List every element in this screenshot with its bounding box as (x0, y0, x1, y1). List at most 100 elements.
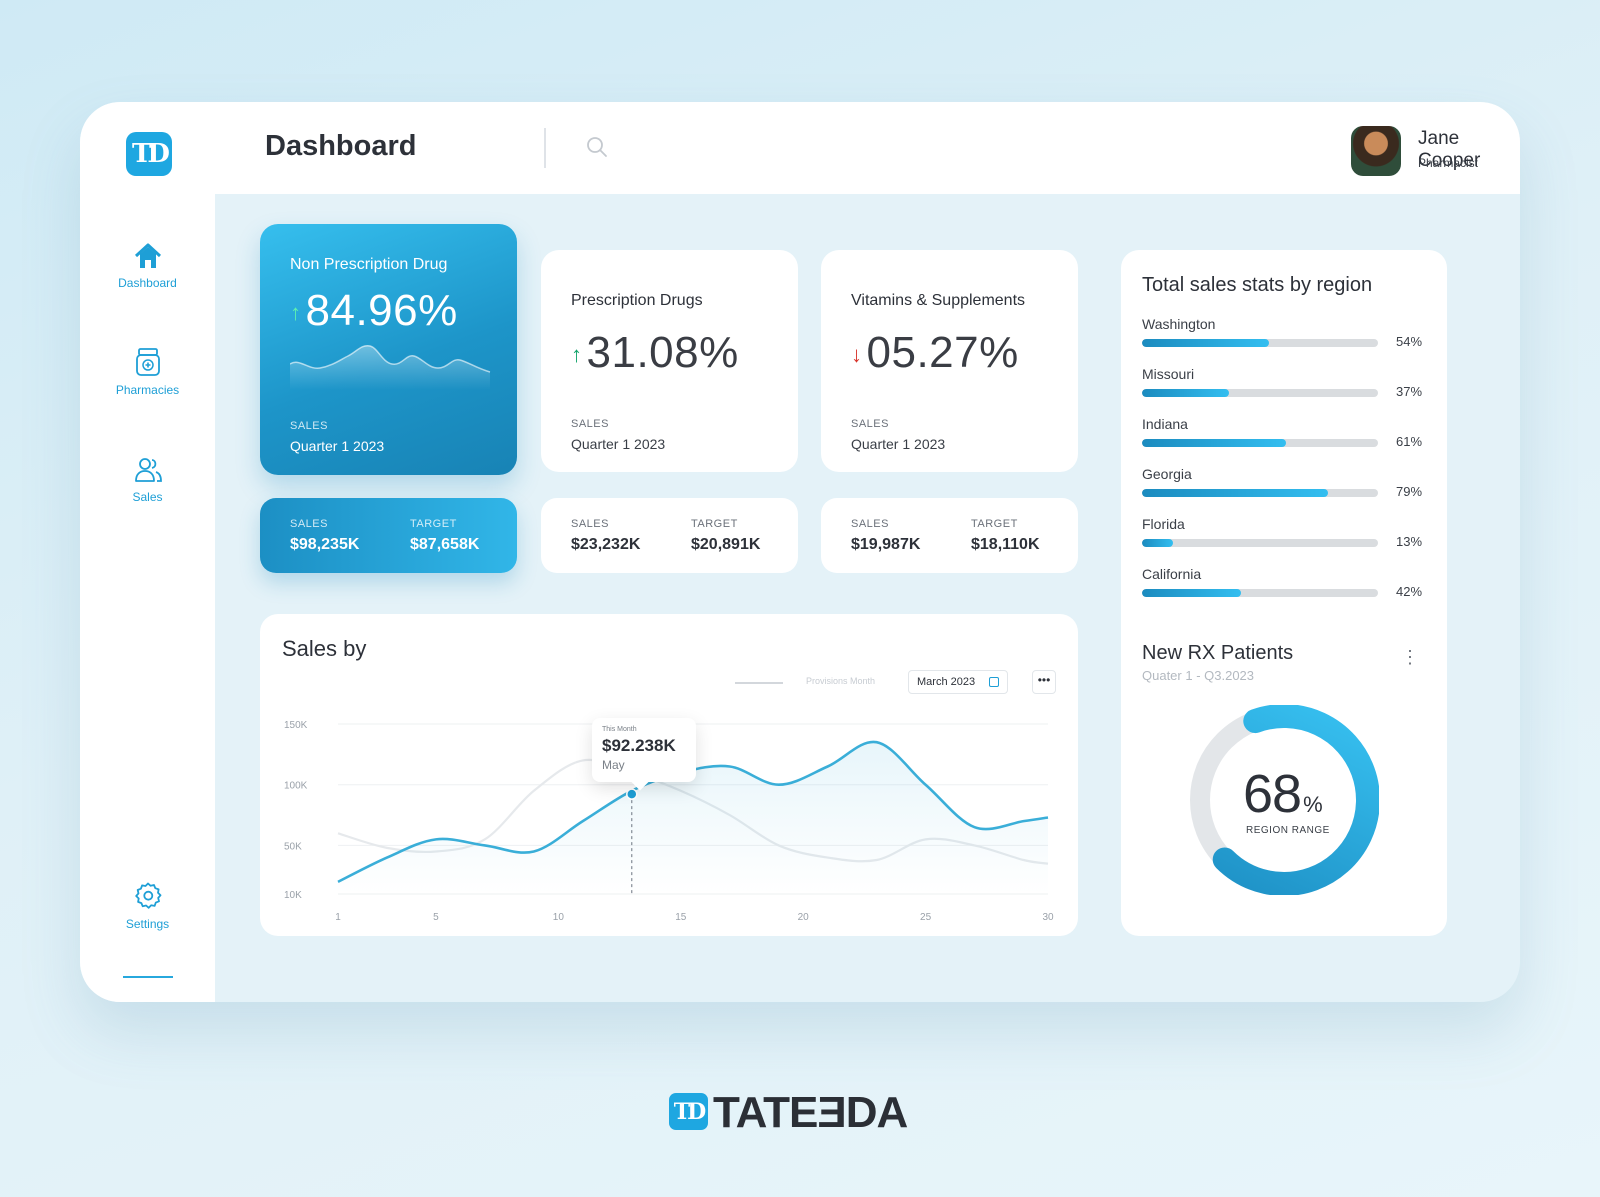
stat-period: Quarter 1 2023 (290, 438, 385, 454)
region-name: Washington (1142, 316, 1216, 332)
region-name: California (1142, 566, 1202, 582)
stat-label: SALES (851, 418, 889, 430)
stat-label: SALES (571, 418, 609, 430)
search-icon[interactable] (586, 136, 608, 158)
more-options-button[interactable]: ••• (1032, 670, 1056, 694)
sparkline (290, 344, 491, 390)
region-progress-fill (1142, 389, 1230, 397)
avatar[interactable] (1351, 126, 1401, 176)
region-progress-track (1142, 339, 1378, 347)
region-progress-track (1142, 389, 1378, 397)
month-select-value: March 2023 (917, 676, 976, 688)
y-tick-label: 10K (284, 890, 302, 901)
rx-donut (1189, 705, 1379, 895)
month-select[interactable]: March 2023 (908, 670, 1008, 694)
x-tick-label: 1 (335, 912, 341, 923)
brand-footer: TD TATEƎDA (669, 1088, 933, 1137)
chart-title: Sales by (282, 636, 367, 661)
sales-target-card[interactable]: SALES $98,235K TARGET $87,658K (260, 498, 517, 573)
sales-chart-card: Sales by Provisions Month March 2023 •••… (260, 614, 1078, 936)
tooltip-value: $92.238K (602, 736, 676, 755)
region-progress-fill (1142, 589, 1242, 597)
legend-swatch (735, 682, 783, 684)
sales-label: SALES (290, 518, 328, 530)
page-title: Dashboard (265, 130, 417, 162)
home-icon (134, 243, 161, 268)
sidebar-item-settings[interactable]: Settings (80, 881, 215, 931)
target-value: $20,891K (691, 536, 761, 553)
sidebar-item-label: Pharmacies (115, 383, 180, 397)
x-tick-label: 25 (920, 912, 932, 923)
calendar-icon (989, 677, 999, 687)
region-percent: 79% (1396, 484, 1423, 499)
active-indicator (123, 976, 173, 978)
stat-title: Vitamins & Supplements (851, 292, 1026, 309)
sidebar-item-pharmacies[interactable]: Pharmacies (80, 347, 215, 397)
donut-label: REGION RANGE (1246, 825, 1330, 836)
region-percent: 37% (1396, 384, 1423, 399)
region-row: Missouri 37% (1142, 366, 1432, 406)
rx-title: New RX Patients (1142, 642, 1294, 664)
user-role: Pharmacist (1418, 156, 1479, 170)
sales-label: SALES (851, 518, 889, 530)
brand-name: TATEƎDA (713, 1088, 908, 1137)
kebab-menu-icon[interactable]: ⋮ (1401, 647, 1419, 667)
chart-tooltip: This Month $92.238K May (592, 718, 696, 782)
divider (544, 128, 546, 168)
region-title: Total sales stats by region (1142, 274, 1373, 296)
stat-value: ↑84.96% (290, 286, 458, 335)
app-logo[interactable]: TD (126, 132, 172, 176)
region-progress-fill (1142, 439, 1286, 447)
target-label: TARGET (691, 518, 738, 530)
stat-card-prescription[interactable]: Prescription Drugs ↑31.08% SALES Quarter… (541, 250, 798, 472)
target-value: $18,110K (971, 536, 1040, 553)
sidebar-item-sales[interactable]: Sales (80, 456, 215, 504)
sales-target-card[interactable]: SALES $19,987K TARGET $18,110K (821, 498, 1078, 573)
y-tick-label: 150K (284, 720, 308, 731)
region-percent: 54% (1396, 334, 1423, 349)
app-window: TD Dashboard Pharmacies Sales (80, 102, 1520, 1002)
legend-label: Provisions Month (806, 676, 876, 686)
donut-progress (1189, 705, 1379, 895)
y-tick-label: 100K (284, 781, 308, 792)
region-percent: 61% (1396, 434, 1423, 449)
x-tick-label: 30 (1042, 912, 1054, 923)
region-progress-track (1142, 589, 1378, 597)
topbar: Dashboard Jane Cooper Pharmacist (215, 102, 1520, 194)
stat-value: ↓05.27% (851, 328, 1019, 377)
stat-title: Prescription Drugs (571, 292, 703, 309)
y-tick-label: 50K (284, 841, 302, 852)
region-row: Washington 54% (1142, 316, 1432, 356)
region-progress-track (1142, 539, 1378, 547)
sidebar-item-dashboard[interactable]: Dashboard (80, 242, 215, 290)
sidebar: TD Dashboard Pharmacies Sales (80, 102, 215, 1002)
pharmacy-icon (135, 348, 160, 376)
region-progress-fill (1142, 489, 1329, 497)
stat-label: SALES (290, 420, 328, 432)
stat-card-non-prescription[interactable]: Non Prescription Drug ↑84.96% SALES Quar… (260, 224, 517, 475)
sales-value: $23,232K (571, 536, 641, 553)
region-name: Florida (1142, 516, 1185, 532)
target-label: TARGET (410, 518, 457, 530)
stat-card-vitamins[interactable]: Vitamins & Supplements ↓05.27% SALES Qua… (821, 250, 1078, 472)
sales-target-card[interactable]: SALES $23,232K TARGET $20,891K (541, 498, 798, 573)
region-name: Georgia (1142, 466, 1192, 482)
region-row: Georgia 79% (1142, 466, 1432, 506)
series-line-current (337, 740, 1049, 884)
region-row: Florida 13% (1142, 516, 1432, 556)
region-progress-track (1142, 439, 1378, 447)
region-row: Indiana 61% (1142, 416, 1432, 456)
stat-value: ↑31.08% (571, 328, 739, 377)
series-area (338, 741, 1048, 894)
stat-period: Quarter 1 2023 (851, 436, 946, 452)
stat-title: Non Prescription Drug (290, 256, 448, 273)
sales-label: SALES (571, 518, 609, 530)
target-label: TARGET (971, 518, 1018, 530)
arrow-down-icon: ↓ (851, 342, 863, 368)
target-value: $87,658K (410, 536, 480, 553)
tooltip-caption: This Month (602, 726, 637, 733)
users-icon (134, 458, 162, 482)
sidebar-item-label: Sales (132, 490, 163, 504)
region-progress-fill (1142, 539, 1173, 547)
